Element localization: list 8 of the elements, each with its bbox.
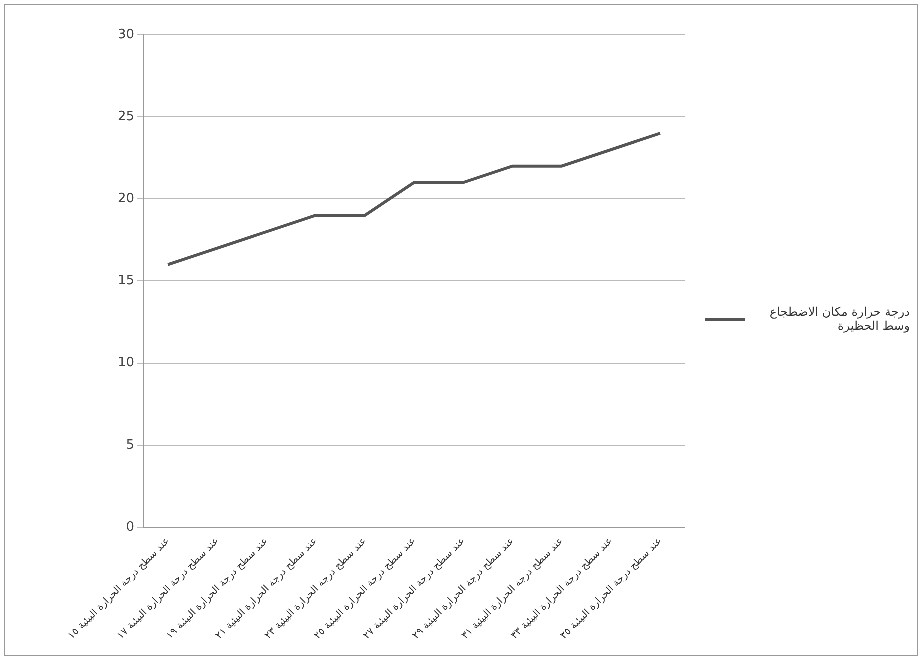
y-tick-label: 0 — [126, 520, 135, 535]
y-tick-label: 30 — [118, 27, 135, 42]
y-tick-label: 5 — [126, 438, 135, 453]
y-tick-label: 15 — [118, 274, 135, 289]
y-tick-label: 10 — [118, 356, 135, 371]
legend-label: درجة حرارة مكان الاضطجاع وسط الحظيرة — [768, 305, 910, 333]
y-tick-label: 20 — [118, 192, 135, 207]
y-tick-label: 25 — [118, 109, 135, 124]
